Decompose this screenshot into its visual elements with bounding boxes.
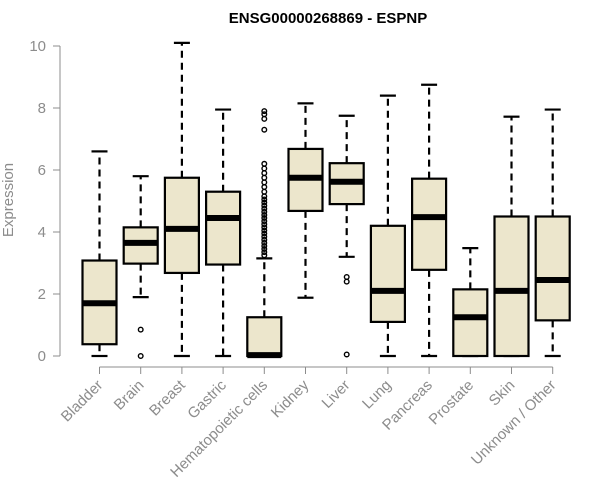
box-bladder (81, 150, 118, 358)
outlier-point (261, 108, 268, 115)
outlier-point (261, 202, 268, 209)
outlier-point (261, 252, 268, 259)
iqr-box (411, 177, 448, 271)
box-gastric (205, 108, 242, 358)
x-tick-label: Liver (319, 377, 354, 412)
iqr-box (493, 215, 530, 358)
outlier-point (261, 111, 268, 118)
x-tick-label: Skin (486, 377, 519, 410)
boxes-group (81, 41, 571, 360)
outlier-point (261, 233, 268, 240)
y-tick-label: 10 (29, 38, 46, 55)
outlier-point (261, 184, 268, 191)
x-tick-label: Brain (111, 377, 148, 414)
outlier-point (343, 278, 350, 285)
box-skin (493, 115, 530, 358)
box-brain (122, 175, 159, 360)
y-tick-label: 6 (38, 162, 46, 179)
outlier-point (261, 199, 268, 206)
outlier-point (261, 215, 268, 222)
y-tick-label: 0 (38, 348, 46, 365)
y-axis-label: Expression (0, 163, 17, 237)
box-unknown-other (534, 108, 571, 358)
x-tick-label: Prostate (426, 377, 478, 429)
outlier-point (261, 174, 268, 181)
outlier-point (343, 351, 350, 358)
box-lung (369, 94, 406, 358)
outlier-point (261, 193, 268, 200)
y-tick-label: 8 (38, 100, 46, 117)
outlier-point (261, 205, 268, 212)
x-tick-label: Breast (146, 376, 189, 419)
outlier-point (261, 242, 268, 249)
outlier-point (261, 196, 268, 203)
outlier-point (343, 273, 350, 280)
outlier-point (261, 230, 268, 237)
outlier-point (261, 170, 268, 177)
y-tick-label: 2 (38, 286, 46, 303)
y-tick-label: 4 (38, 224, 46, 241)
x-tick-label: Lung (359, 377, 395, 413)
outlier-point (261, 179, 268, 186)
chart-title: ENSG00000268869 - ESPNP (229, 10, 427, 27)
outlier-point (137, 353, 144, 360)
outlier-point (261, 236, 268, 243)
box-pancreas (411, 83, 448, 358)
outlier-point (261, 165, 268, 172)
outlier-point (261, 126, 268, 133)
iqr-box (246, 316, 283, 358)
x-tick-label: Bladder (58, 377, 107, 426)
iqr-box (369, 224, 406, 324)
iqr-box (205, 190, 242, 266)
box-breast (163, 41, 200, 358)
outlier-point (261, 249, 268, 256)
outlier-point (261, 246, 268, 253)
outlier-point (261, 160, 268, 167)
outlier-point (261, 227, 268, 234)
box-kidney (287, 102, 324, 299)
outlier-point (261, 115, 268, 122)
outlier-point (261, 211, 268, 218)
y-axis: 0 2 4 6 8 10 (29, 38, 61, 365)
outlier-point (261, 239, 268, 246)
outlier-point (261, 224, 268, 231)
iqr-box (163, 176, 200, 275)
outlier-point (261, 218, 268, 225)
x-tick-label: Kidney (268, 376, 313, 421)
outlier-point (261, 221, 268, 228)
outlier-point (261, 188, 268, 195)
box-liver (328, 114, 365, 358)
iqr-box (452, 288, 489, 358)
outlier-point (261, 208, 268, 215)
iqr-box (534, 215, 571, 322)
box-prostate (452, 247, 489, 358)
box-hematopoietic-cells (246, 108, 283, 359)
outlier-point (137, 326, 144, 333)
